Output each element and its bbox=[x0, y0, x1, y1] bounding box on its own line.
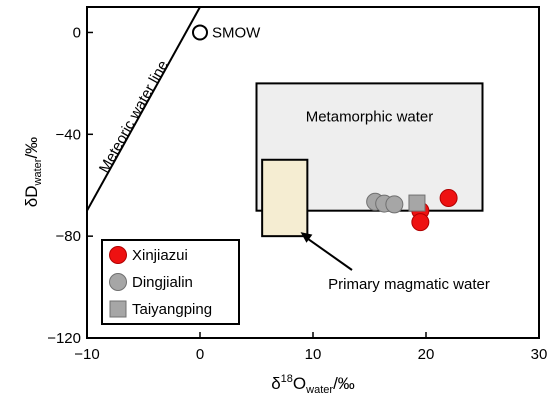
region-label-magmatic: Primary magmatic water bbox=[328, 276, 490, 293]
legend: Xinjiazui Dingjialin Taiyangping bbox=[101, 239, 240, 325]
point-taiyangping-0 bbox=[408, 194, 426, 212]
legend-label-taiyangping: Taiyangping bbox=[132, 301, 212, 318]
y-axis-label-end: /‰ bbox=[22, 137, 41, 159]
y-tick-label-2: −80 bbox=[56, 228, 81, 245]
x-tick-label-1: 0 bbox=[196, 346, 204, 363]
y-axis-label-sub: water bbox=[32, 158, 44, 186]
x-axis-label-mid: O bbox=[293, 374, 306, 393]
region-label-metamorphic: Metamorphic water bbox=[306, 109, 434, 126]
x-tick-label-4: 30 bbox=[531, 346, 548, 363]
x-axis-label: δ18Owater/‰ bbox=[271, 373, 355, 396]
point-xinjiazui-0 bbox=[439, 188, 458, 207]
y-axis-label-main: δD bbox=[22, 185, 41, 207]
data-points bbox=[192, 24, 458, 232]
x-axis-label-main: δ bbox=[271, 374, 280, 393]
reference-line-group bbox=[87, 7, 202, 212]
x-axis-label-sub: water bbox=[305, 384, 333, 396]
region-1 bbox=[261, 158, 309, 238]
smow-point bbox=[192, 24, 208, 41]
y-axis-label: δDwater/‰ bbox=[22, 137, 44, 207]
meteoric-water-line bbox=[87, 7, 202, 212]
legend-marker-dingjialin bbox=[109, 273, 127, 291]
smow-label: SMOW bbox=[212, 24, 261, 41]
axis-ticks: −10 0 10 20 30 0 −40 −80 −120 bbox=[47, 24, 547, 363]
x-tick-label-0: −10 bbox=[74, 346, 99, 363]
x-tick-label-3: 20 bbox=[418, 346, 435, 363]
x-axis-label-end: /‰ bbox=[333, 374, 355, 393]
legend-label-dingjialin: Dingjialin bbox=[132, 274, 193, 291]
legend-marker-xinjiazui bbox=[109, 246, 127, 264]
x-axis-label-sup: 18 bbox=[281, 373, 293, 385]
legend-marker-taiyangping bbox=[109, 300, 127, 318]
y-tick-label-1: −40 bbox=[56, 126, 81, 143]
y-tick-label-3: −120 bbox=[47, 330, 81, 347]
y-tick-label-0: 0 bbox=[73, 24, 81, 41]
x-tick-label-2: 10 bbox=[305, 346, 322, 363]
magmatic-arrow-shaft bbox=[304, 236, 353, 271]
point-xinjiazui-2 bbox=[411, 213, 430, 232]
legend-label-xinjiazui: Xinjiazui bbox=[132, 247, 188, 264]
point-dingjialin-2 bbox=[385, 195, 404, 214]
regions bbox=[255, 82, 484, 238]
magmatic-arrow-head bbox=[300, 232, 313, 243]
meteoric-water-line-label: Meteoric water line bbox=[96, 58, 172, 176]
